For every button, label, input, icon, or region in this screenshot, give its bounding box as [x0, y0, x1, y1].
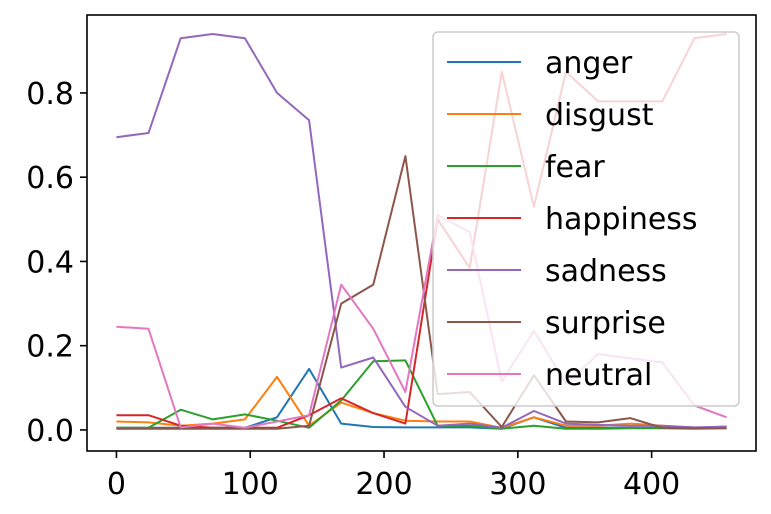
legend: anger disgust fear happiness sadness surprise… [432, 31, 740, 407]
y-tick-label: 0.0 [26, 414, 74, 449]
legend-label-anger: anger [545, 46, 633, 81]
series-line-sadness [116, 33, 727, 429]
x-tick-label: 0 [107, 467, 126, 502]
x-axis: 0 100 200 300 400 [107, 451, 680, 502]
x-tick-label: 200 [355, 467, 412, 502]
y-tick-label: 0.6 [26, 161, 74, 196]
x-tick-label: 300 [489, 467, 546, 502]
x-tick-label: 100 [222, 467, 279, 502]
legend-label-fear: fear [545, 150, 605, 185]
y-tick-label: 0.8 [26, 77, 74, 112]
legend-label-surprise: surprise [545, 306, 666, 341]
plot-frame [86, 14, 757, 452]
legend-label-happiness: happiness [545, 202, 698, 237]
y-axis: 0.0 0.2 0.4 0.6 0.8 [26, 77, 87, 449]
legend-box [432, 31, 740, 407]
y-tick-label: 0.2 [26, 330, 74, 365]
legend-label-neutral: neutral [545, 358, 652, 393]
x-tick-label: 400 [623, 467, 680, 502]
series-line-disgust [116, 375, 727, 429]
y-tick-label: 0.4 [26, 245, 74, 280]
series-line-fear [116, 359, 727, 430]
legend-label-sadness: sadness [545, 254, 667, 289]
series-line-surprise [116, 155, 727, 430]
plot-lines [116, 33, 727, 430]
legend-label-disgust: disgust [545, 98, 654, 133]
